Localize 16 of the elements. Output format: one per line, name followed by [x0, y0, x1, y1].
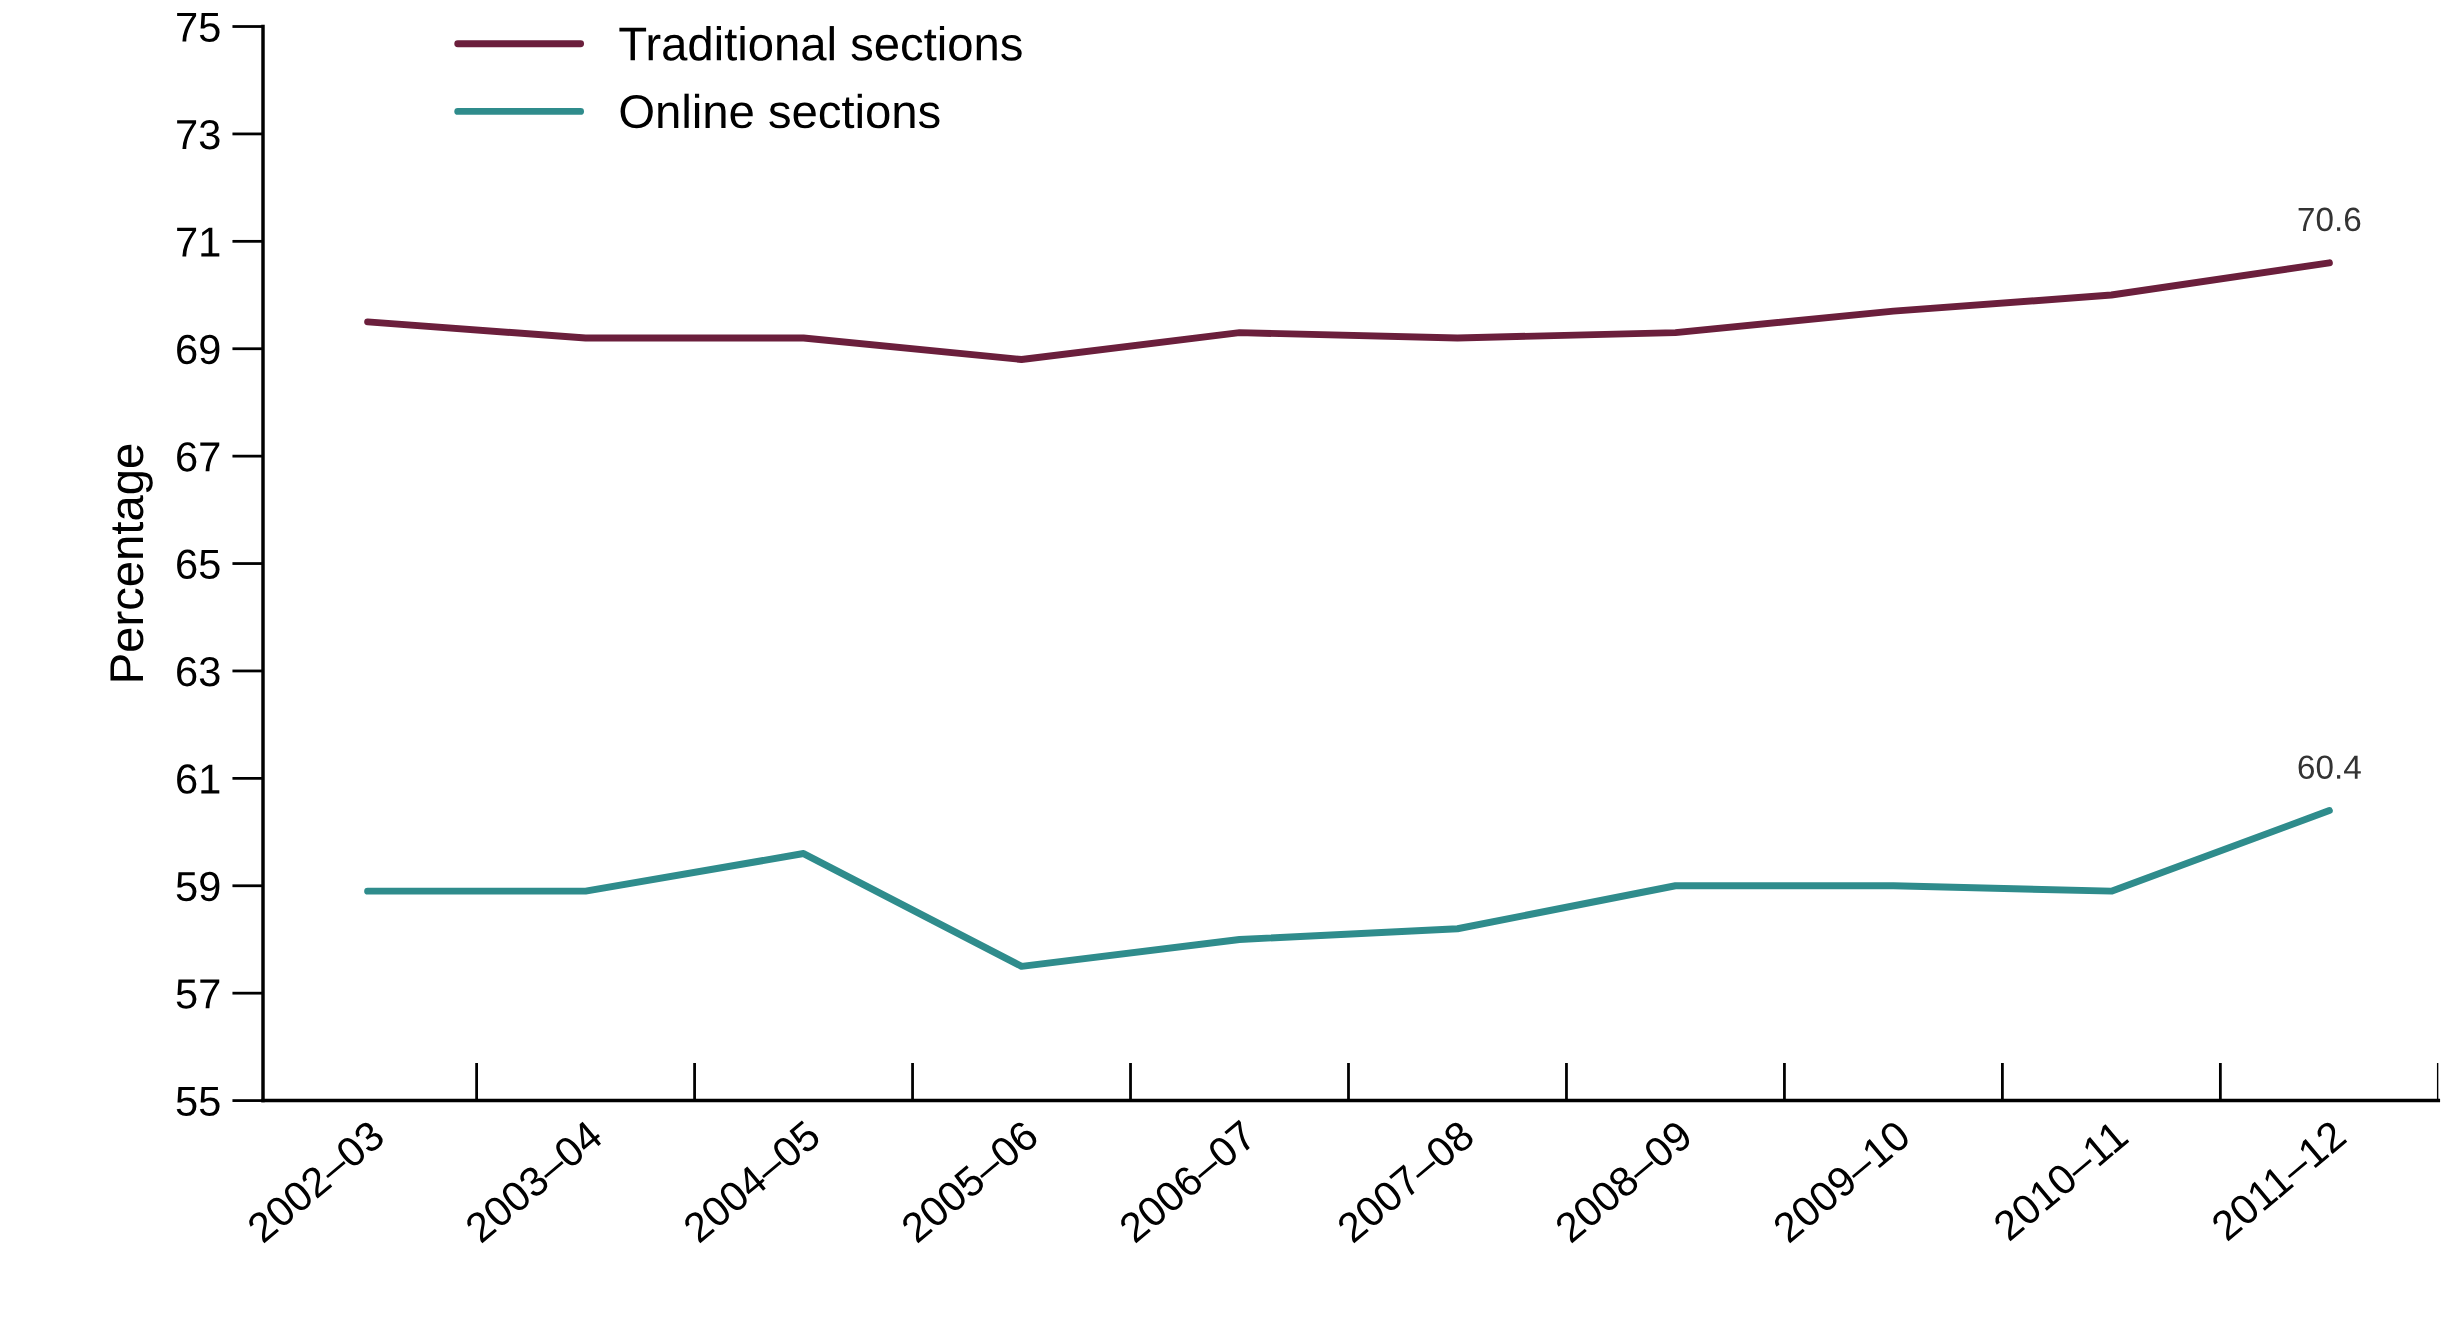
- y-tick-label: 55: [176, 1087, 220, 1117]
- y-axis-title: Percentage: [110, 444, 153, 681]
- y-tick-label: 73: [177, 119, 220, 150]
- data-label: 70.6: [2298, 207, 2361, 232]
- legend-label: Traditional sections: [619, 26, 1022, 61]
- data-label: 60.4: [2298, 755, 2361, 779]
- legend-label: Online sections: [620, 93, 940, 129]
- y-tick-label: 57: [176, 979, 220, 1009]
- y-tick-label: 75: [177, 12, 220, 43]
- y-tick-label: 71: [177, 227, 220, 257]
- y-tick-label: 61: [177, 764, 220, 794]
- y-tick-label: 69: [177, 334, 220, 365]
- y-tick-label: 67: [177, 442, 220, 472]
- y-tick-label: 59: [176, 871, 220, 902]
- y-tick-label: 65: [177, 549, 220, 580]
- y-tick-label: 63: [177, 656, 220, 687]
